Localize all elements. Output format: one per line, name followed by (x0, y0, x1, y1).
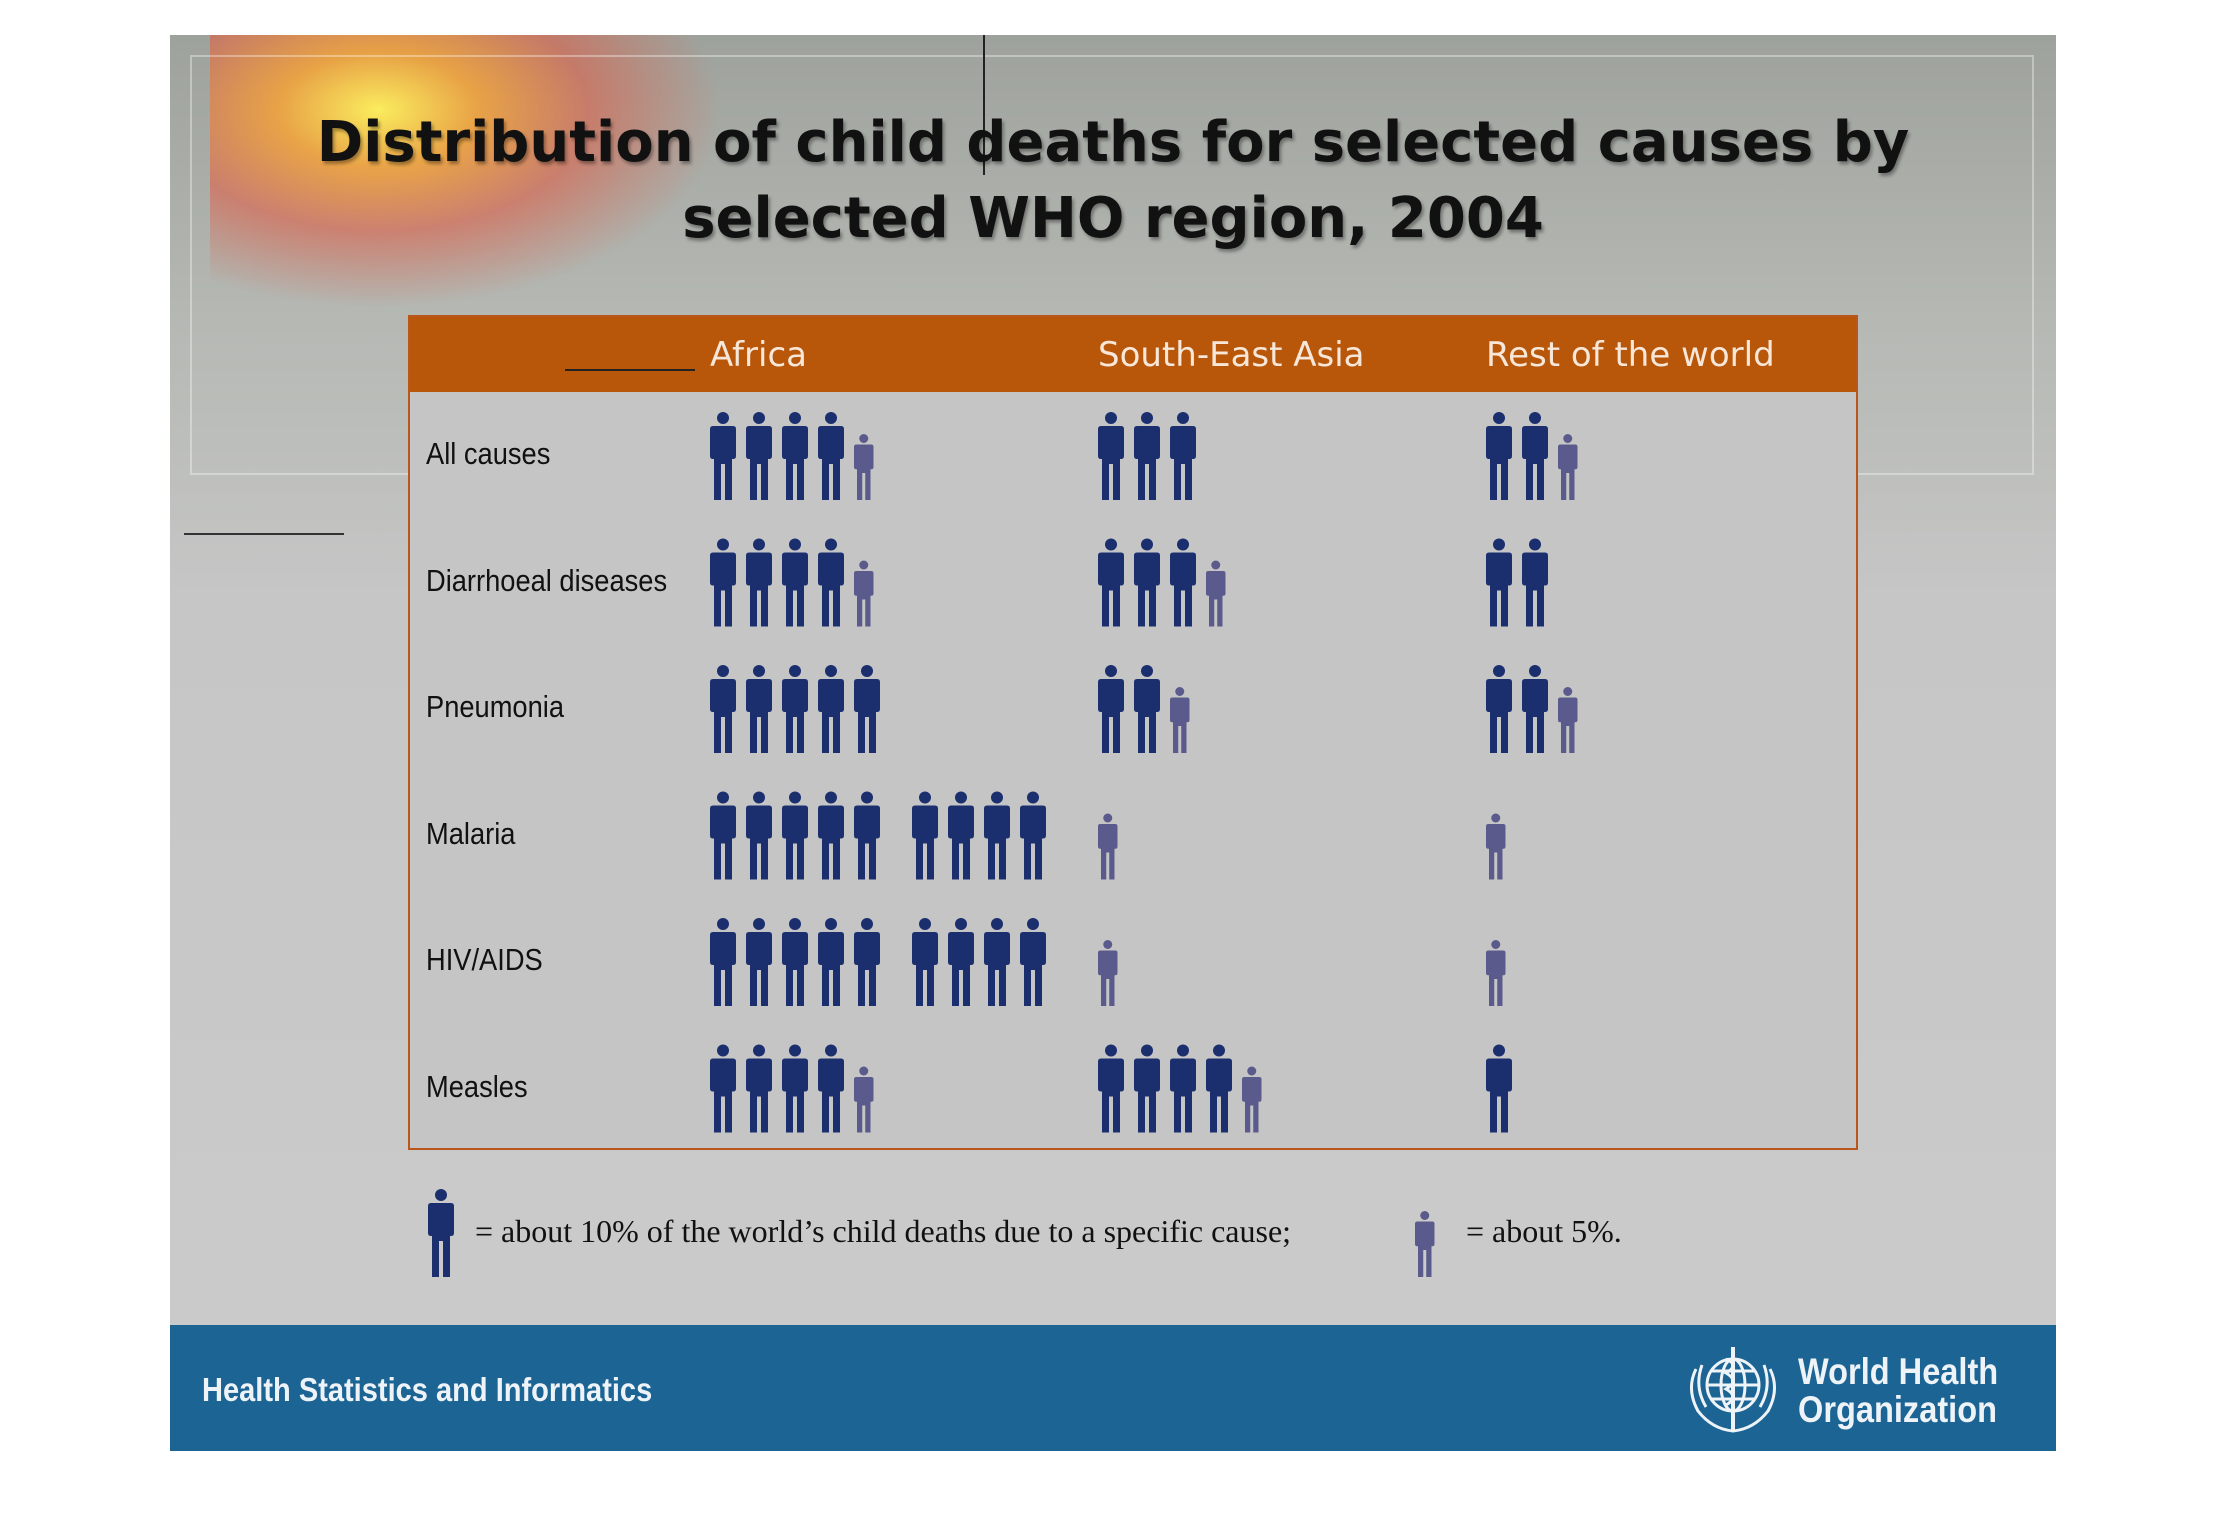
column-header-africa: Africa (710, 335, 807, 375)
person-icon-10pct (854, 791, 880, 880)
row-label: HIV/AIDS (426, 942, 543, 977)
title-line-2: selected WHO region, 2004 (682, 186, 1544, 251)
person-icon-5pct (1170, 687, 1190, 753)
legend-half-text: = about 5%. (1466, 1213, 1622, 1249)
legend-person-icon-5pct (1415, 1211, 1435, 1277)
person-icon-10pct (854, 918, 880, 1006)
person-icon-10pct (818, 1044, 844, 1133)
person-icon-5pct (1558, 687, 1578, 753)
person-icon-10pct (710, 791, 736, 880)
person-icon-10pct (818, 538, 844, 627)
legend-person-icon-10pct (428, 1189, 454, 1277)
row-label: All causes (426, 436, 551, 471)
person-icon-5pct (1486, 813, 1506, 880)
person-icon-10pct (1486, 665, 1512, 753)
person-icon-10pct (1098, 412, 1124, 500)
person-icon-10pct (1486, 1044, 1512, 1133)
person-icon-10pct (912, 918, 938, 1006)
row-label: Measles (426, 1068, 528, 1104)
page-title: Distribution of child deaths for selecte… (170, 105, 2056, 257)
person-icon-10pct (1486, 412, 1512, 500)
person-icon-10pct (782, 665, 808, 753)
person-icon-10pct (782, 791, 808, 880)
person-icon-10pct (746, 1044, 772, 1133)
person-icon-10pct (746, 791, 772, 880)
decorative-line (184, 533, 344, 535)
person-icon-10pct (746, 538, 772, 627)
footer: Health Statistics and Informatics World … (170, 1325, 2056, 1451)
column-header-south-east-asia: South-East Asia (1098, 335, 1365, 375)
person-icon-10pct (1134, 665, 1160, 753)
person-icon-5pct (1098, 940, 1118, 1006)
table-header: Africa South-East Asia Rest of the world (410, 317, 1856, 392)
who-name-line-2: Organization (1798, 1389, 1997, 1430)
person-icon-10pct (710, 412, 736, 500)
person-icon-10pct (1020, 918, 1046, 1006)
legend: = about 10% of the world’s child deaths … (170, 1185, 2056, 1285)
slide: Distribution of child deaths for selecte… (170, 35, 2056, 1451)
person-icon-10pct (710, 665, 736, 753)
person-icon-5pct (1206, 560, 1226, 627)
person-icon-10pct (782, 918, 808, 1006)
person-icon-10pct (1170, 412, 1196, 500)
person-icon-10pct (710, 538, 736, 627)
person-icon-10pct (1170, 538, 1196, 627)
person-icon-10pct (912, 791, 938, 880)
who-emblem-icon (1690, 1347, 1776, 1433)
person-icon-5pct (854, 560, 874, 627)
row-label: Diarrhoeal diseases (426, 562, 668, 598)
title-line-1: Distribution of child deaths for selecte… (316, 110, 1910, 175)
row-label: Malaria (426, 815, 516, 851)
person-icon-10pct (818, 665, 844, 753)
person-icon-5pct (854, 1066, 874, 1133)
person-icon-10pct (1098, 665, 1124, 753)
person-icon-10pct (1486, 538, 1512, 627)
decorative-line (983, 35, 985, 175)
person-icon-10pct (1134, 538, 1160, 627)
person-icon-10pct (782, 1044, 808, 1133)
person-icon-5pct (1242, 1066, 1262, 1133)
person-icon-10pct (782, 538, 808, 627)
legend-full-text: = about 10% of the world’s child deaths … (475, 1213, 1292, 1249)
person-icon-10pct (746, 412, 772, 500)
person-icon-10pct (1098, 538, 1124, 627)
person-icon-10pct (1522, 412, 1548, 500)
pictogram-chart (710, 412, 1578, 1133)
person-icon-10pct (1170, 1044, 1196, 1133)
footer-department-label: Health Statistics and Informatics (202, 1371, 653, 1408)
person-icon-5pct (1486, 940, 1506, 1006)
person-icon-10pct (948, 918, 974, 1006)
person-icon-10pct (948, 791, 974, 880)
person-icon-5pct (1098, 813, 1118, 880)
header-underline (565, 369, 695, 371)
person-icon-10pct (1020, 791, 1046, 880)
person-icon-10pct (984, 918, 1010, 1006)
column-header-rest-of-world: Rest of the world (1486, 335, 1775, 375)
person-icon-10pct (818, 791, 844, 880)
person-icon-10pct (1098, 1044, 1124, 1133)
person-icon-10pct (746, 918, 772, 1006)
person-icon-10pct (746, 665, 772, 753)
person-icon-10pct (984, 791, 1010, 880)
pictogram-table: Africa South-East Asia Rest of the world… (408, 315, 1858, 1150)
legend-icons (428, 1189, 1435, 1277)
person-icon-10pct (1134, 412, 1160, 500)
who-name: World Health Organization (1798, 1353, 1998, 1429)
person-icon-10pct (818, 918, 844, 1006)
person-icon-10pct (1522, 538, 1548, 627)
person-icon-10pct (1134, 1044, 1160, 1133)
who-name-line-1: World Health (1798, 1351, 1999, 1392)
row-label: Pneumonia (426, 689, 565, 724)
person-icon-10pct (818, 412, 844, 500)
person-icon-10pct (782, 412, 808, 500)
person-icon-10pct (854, 665, 880, 753)
person-icon-5pct (854, 434, 874, 500)
person-icon-10pct (710, 918, 736, 1006)
person-icon-10pct (710, 1044, 736, 1133)
person-icon-5pct (1558, 434, 1578, 500)
person-icon-10pct (1206, 1044, 1232, 1133)
person-icon-10pct (1522, 665, 1548, 753)
